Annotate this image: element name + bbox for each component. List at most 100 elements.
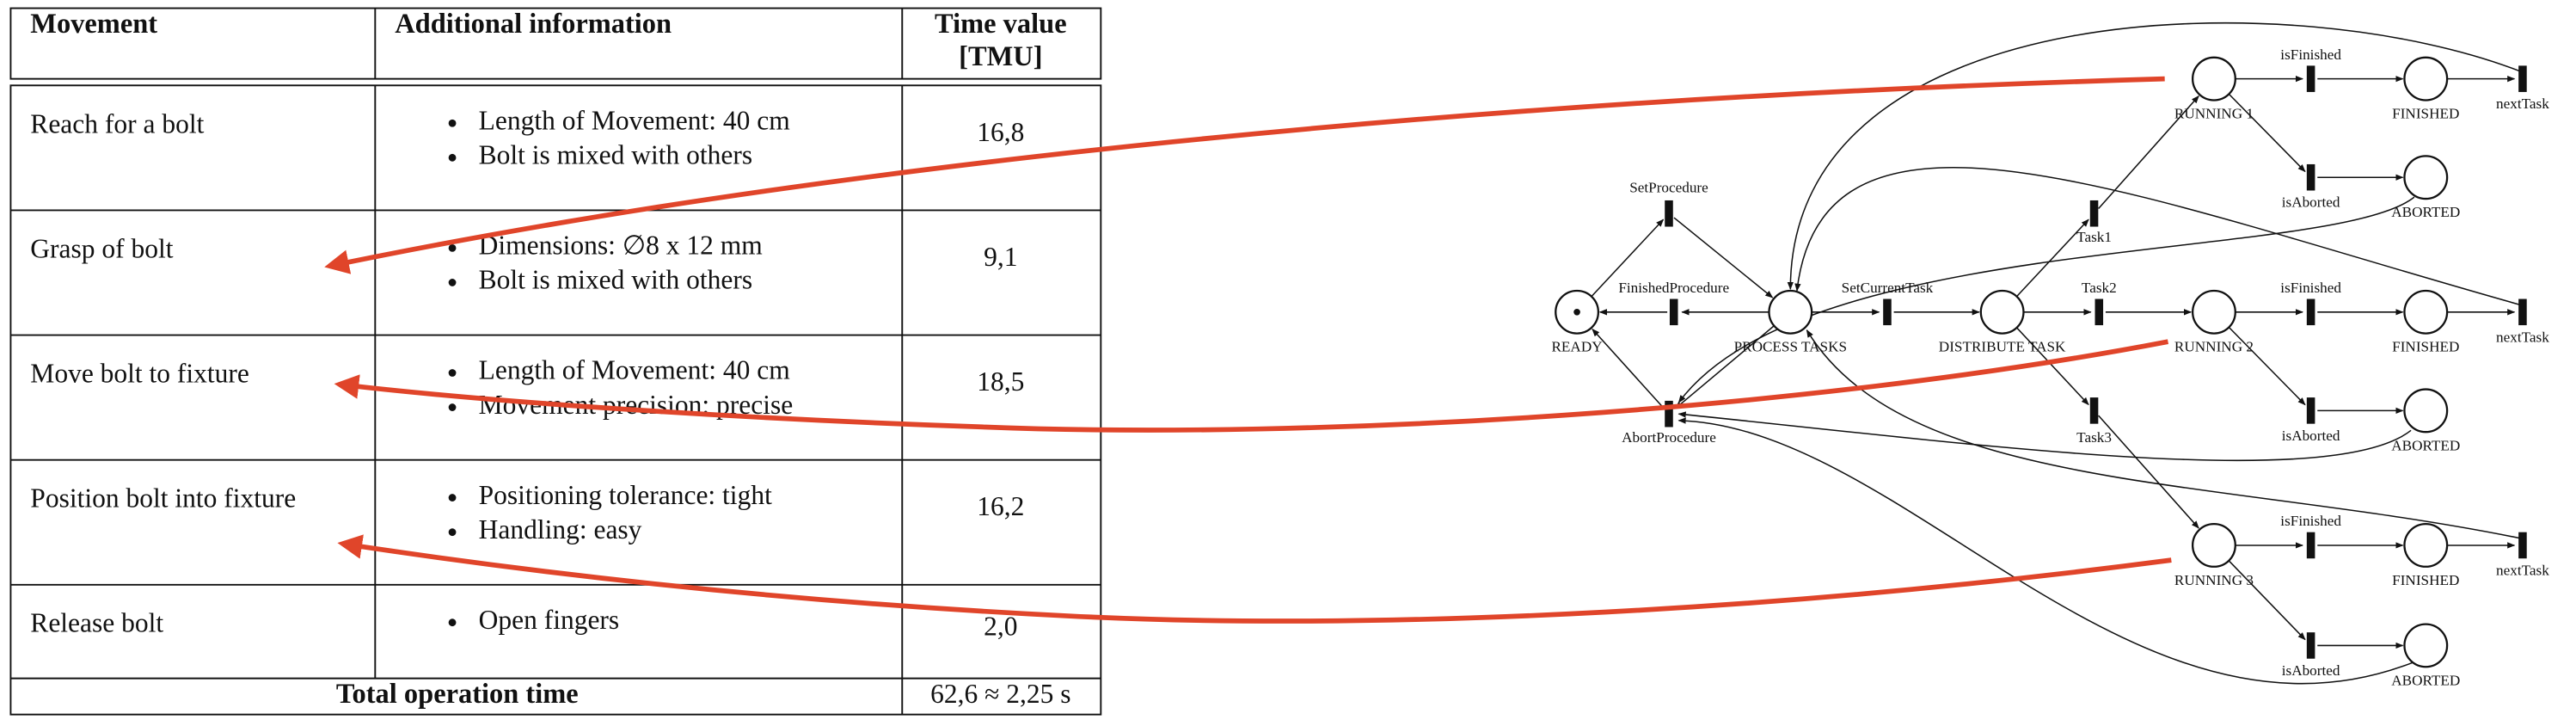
transition-label: FinishedProcedure xyxy=(1618,280,1729,296)
movement-cell: Position bolt into fixture xyxy=(30,483,296,514)
arc xyxy=(2098,415,2199,529)
transition-label: nextTask xyxy=(2496,562,2549,578)
info-item: Bolt is mixed with others xyxy=(479,140,753,170)
bullet xyxy=(448,494,457,501)
transition-label: isFinished xyxy=(2280,280,2341,296)
movement-cell: Reach for a bolt xyxy=(30,108,204,138)
arc xyxy=(2228,93,2306,173)
time-cell: 16,2 xyxy=(977,491,1024,521)
place xyxy=(2403,289,2449,335)
place xyxy=(2403,155,2449,200)
transition-label: isAborted xyxy=(2282,194,2340,211)
place-label: PROCESS TASKS xyxy=(1734,339,1847,355)
place-label: ABORTED xyxy=(2391,204,2460,220)
movement-cell: Grasp of bolt xyxy=(30,233,173,263)
transition-label: isFinished xyxy=(2280,46,2341,63)
total-label: Total operation time xyxy=(336,679,579,710)
place xyxy=(2403,56,2449,102)
transition xyxy=(2089,397,2099,424)
transition-label: AbortProcedure xyxy=(1622,429,1716,446)
place xyxy=(2403,388,2449,434)
arc xyxy=(1592,328,1665,410)
bullet xyxy=(448,153,457,162)
transition xyxy=(2306,632,2315,659)
arc xyxy=(2016,327,2089,406)
transition xyxy=(2306,397,2315,424)
transition xyxy=(1665,400,1673,428)
arc xyxy=(1591,218,1665,298)
token xyxy=(1573,308,1580,316)
arc xyxy=(1677,411,2412,462)
total-value: 62,6 ≈ 2,25 s xyxy=(930,679,1070,709)
transition xyxy=(2095,298,2104,326)
transition xyxy=(2518,65,2527,92)
info-item: Bolt is mixed with others xyxy=(479,265,753,295)
transition xyxy=(2518,532,2527,559)
place xyxy=(2191,522,2236,568)
header-cell: Time value xyxy=(935,9,1067,40)
place-label: RUNNING 2 xyxy=(2174,339,2254,355)
place xyxy=(1979,289,2025,335)
time-cell: 18,5 xyxy=(977,366,1024,397)
place-label: FINISHED xyxy=(2392,106,2459,122)
arc xyxy=(1677,196,2415,403)
time-cell: 9,1 xyxy=(984,242,1017,272)
arc xyxy=(1677,417,2415,685)
transition-label: isAborted xyxy=(2282,662,2340,679)
bullet xyxy=(448,119,457,127)
place-label: READY xyxy=(1551,339,1602,355)
arc xyxy=(1794,167,2524,306)
place xyxy=(2403,623,2449,668)
time-cell: 16,8 xyxy=(977,117,1024,147)
movement-cell: Release bolt xyxy=(30,608,163,638)
bullet xyxy=(448,403,457,411)
arc xyxy=(2016,218,2089,298)
bullet xyxy=(448,528,457,537)
info-item: Handling: easy xyxy=(479,514,642,544)
transition-label: Task2 xyxy=(2082,280,2117,296)
transition-label: isFinished xyxy=(2280,513,2341,529)
transition xyxy=(1883,298,1892,326)
red-arrows xyxy=(324,76,2172,624)
bullet xyxy=(448,369,457,377)
place-label: ABORTED xyxy=(2391,672,2460,688)
arc xyxy=(1787,22,2524,290)
movement-cell: Move bolt to fixture xyxy=(30,359,249,389)
place-label: RUNNING 1 xyxy=(2174,106,2254,122)
place xyxy=(2191,56,2236,102)
table-frame xyxy=(9,7,1102,716)
transition xyxy=(2518,298,2527,326)
petri-net: READY PROCESS TASKS DISTRIBUTE TASK RUNNING… xyxy=(1551,22,2549,688)
transition-label: isAborted xyxy=(2282,428,2340,444)
transition xyxy=(2306,65,2315,92)
info-item: Length of Movement: 40 cm xyxy=(479,105,791,135)
arc xyxy=(2228,326,2306,406)
header-cell: Movement xyxy=(30,9,157,40)
place-label: RUNNING 3 xyxy=(2174,572,2254,588)
arc xyxy=(1806,329,2524,540)
bullet xyxy=(448,279,457,286)
info-item: Open fingers xyxy=(479,605,620,635)
info-item: Dimensions: ∅8 x 12 mm xyxy=(479,231,764,261)
transition-label: Task3 xyxy=(2076,429,2112,446)
place-label: DISTRIBUTE TASK xyxy=(1939,339,2066,355)
transition xyxy=(1665,200,1673,227)
place xyxy=(1768,289,1813,335)
bullet xyxy=(448,243,457,252)
header-cell: Additional information xyxy=(395,9,672,40)
transition-label: nextTask xyxy=(2496,329,2549,345)
transition-label: SetCurrentTask xyxy=(1842,280,1934,296)
place-label: FINISHED xyxy=(2392,339,2459,355)
place-label: ABORTED xyxy=(2391,437,2460,453)
transition-label: Task1 xyxy=(2076,229,2112,245)
transition xyxy=(2306,532,2315,559)
place xyxy=(2191,289,2236,335)
place xyxy=(2403,522,2449,568)
info-item: Positioning tolerance: tight xyxy=(479,480,772,510)
transition-label: nextTask xyxy=(2496,95,2549,112)
header-cell: [TMU] xyxy=(959,41,1042,72)
arc xyxy=(1673,217,1774,298)
transition xyxy=(2306,298,2315,326)
transition-label: SetProcedure xyxy=(1629,180,1708,196)
